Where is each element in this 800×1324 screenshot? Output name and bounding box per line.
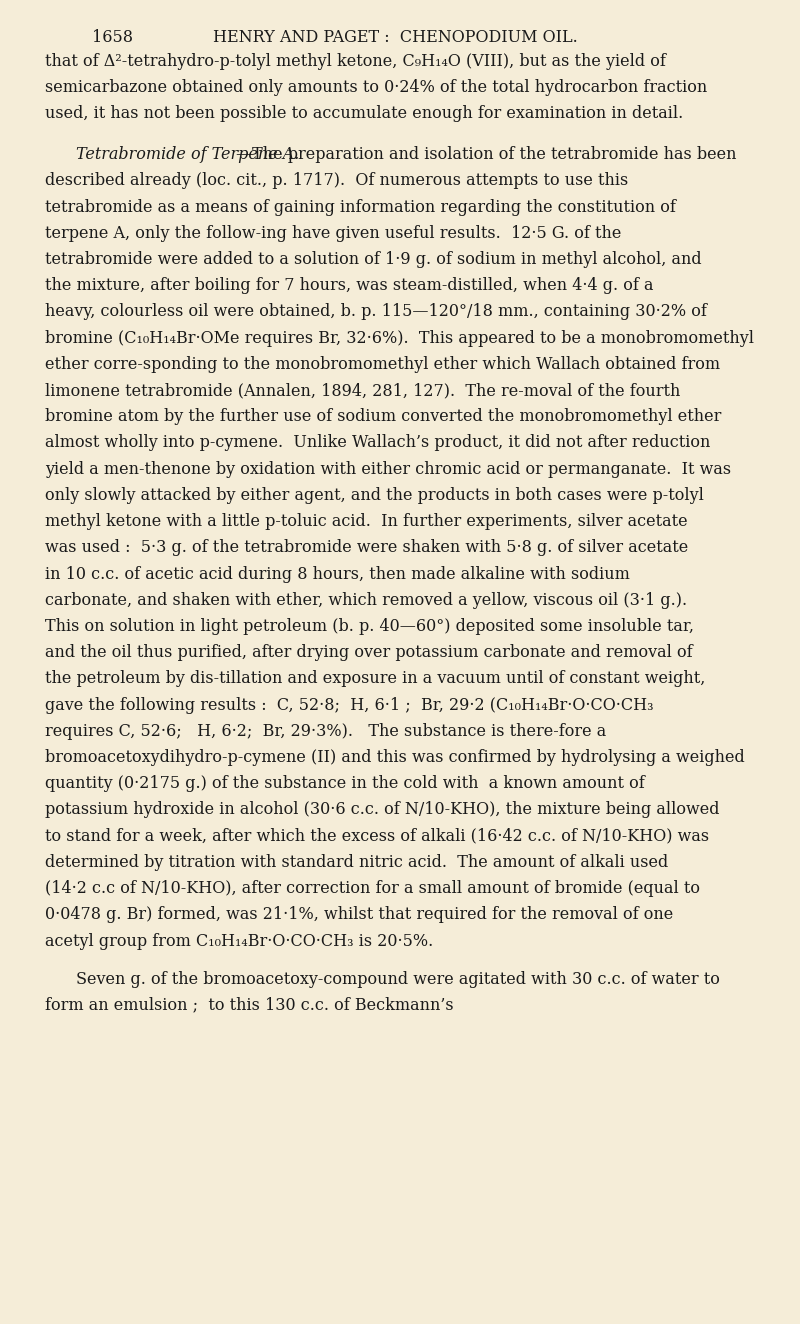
Text: methyl ketone with a little p-toluic acid.  In further experiments, silver aceta: methyl ketone with a little p-toluic aci…	[46, 514, 688, 530]
Text: determined by titration with standard nitric acid.  The amount of alkali used: determined by titration with standard ni…	[46, 854, 669, 871]
Text: This on solution in light petroleum (b. p. 40—60°) deposited some insoluble tar,: This on solution in light petroleum (b. …	[46, 618, 694, 636]
Text: almost wholly into p-cymene.  Unlike Wallach’s product, it did not after reducti: almost wholly into p-cymene. Unlike Wall…	[46, 434, 711, 451]
Text: the mixture, after boiling for 7 hours, was steam-distilled, when 4·4 g. of a: the mixture, after boiling for 7 hours, …	[46, 277, 654, 294]
Text: quantity (0·2175 g.) of the substance in the cold with  a known amount of: quantity (0·2175 g.) of the substance in…	[46, 776, 646, 792]
Text: acetyl group from C₁₀H₁₄Br·O·CO·CH₃ is 20·5%.: acetyl group from C₁₀H₁₄Br·O·CO·CH₃ is 2…	[46, 932, 434, 949]
Text: was used :  5·3 g. of the tetrabromide were shaken with 5·8 g. of silver acetate: was used : 5·3 g. of the tetrabromide we…	[46, 539, 689, 556]
Text: to stand for a week, after which the excess of alkali (16·42 c.c. of N/10-KHO) w: to stand for a week, after which the exc…	[46, 828, 710, 845]
Text: and the oil thus purified, after drying over potassium carbonate and removal of: and the oil thus purified, after drying …	[46, 645, 693, 661]
Text: that of Δ²-tetrahydro-p-tolyl methyl ketone, C₉H₁₄O (VIII), but as the yield of: that of Δ²-tetrahydro-p-tolyl methyl ket…	[46, 53, 666, 70]
Text: (14·2 c.c of N/10-KHO), after correction for a small amount of bromide (equal to: (14·2 c.c of N/10-KHO), after correction…	[46, 880, 701, 898]
Text: potassium hydroxide in alcohol (30·6 c.c. of N/10-KHO), the mixture being allowe: potassium hydroxide in alcohol (30·6 c.c…	[46, 801, 720, 818]
Text: described already (loc. cit., p. 1717).  Of numerous attempts to use this: described already (loc. cit., p. 1717). …	[46, 172, 629, 189]
Text: limonene tetrabromide (Annalen, 1894, 281, 127).  The re­moval of the fourth: limonene tetrabromide (Annalen, 1894, 28…	[46, 383, 681, 399]
Text: in 10 c.c. of acetic acid during 8 hours, then made alkaline with sodium: in 10 c.c. of acetic acid during 8 hours…	[46, 565, 630, 583]
Text: heavy, colourless oil were obtained, b. p. 115—120°/18 mm., containing 30·2% of: heavy, colourless oil were obtained, b. …	[46, 303, 707, 320]
Text: 1658     HENRY AND PAGET :  CHENOPODIUM OIL.: 1658 HENRY AND PAGET : CHENOPODIUM OIL.	[91, 29, 578, 46]
Text: Tetrabromide of Terpene A.: Tetrabromide of Terpene A.	[75, 146, 299, 163]
Text: form an emulsion ;  to this 130 c.c. of Beckmann’s: form an emulsion ; to this 130 c.c. of B…	[46, 997, 454, 1014]
Text: gave the following results :  C, 52·8;  H, 6·1 ;  Br, 29·2 (C₁₀H₁₄Br·O·CO·CH₃: gave the following results : C, 52·8; H,…	[46, 696, 654, 714]
Text: bromine (C₁₀H₁₄Br·OMe requires Br, 32·6%).  This appeared to be a monobromomethy: bromine (C₁₀H₁₄Br·OMe requires Br, 32·6%…	[46, 330, 754, 347]
Text: Seven g. of the bromoacetoxy-compound were agitated with 30 c.c. of water to: Seven g. of the bromoacetoxy-compound we…	[75, 970, 719, 988]
Text: bromoacetoxydihydro-p-cymene (II) and this was confirmed by hydrolysing a weighe: bromoacetoxydihydro-p-cymene (II) and th…	[46, 749, 746, 767]
Text: 0·0478 g. Br) formed, was 21·1%, whilst that required for the removal of one: 0·0478 g. Br) formed, was 21·1%, whilst …	[46, 907, 674, 923]
Text: bromine atom by the further use of sodium converted the monobromomethyl ether: bromine atom by the further use of sodiu…	[46, 408, 722, 425]
Text: terpene A, only the follow­ing have given useful results.  12·5 G. of the: terpene A, only the follow­ing have give…	[46, 225, 622, 242]
Text: only slowly attacked by either agent, and the products in both cases were p-toly: only slowly attacked by either agent, an…	[46, 487, 704, 504]
Text: used, it has not been possible to accumulate enough for examination in detail.: used, it has not been possible to accumu…	[46, 106, 684, 122]
Text: yield a men­thenone by oxidation with either chromic acid or permanganate.  It w: yield a men­thenone by oxidation with ei…	[46, 461, 732, 478]
Text: tetrabromide as a means of gaining information regarding the constitution of: tetrabromide as a means of gaining infor…	[46, 199, 676, 216]
Text: ether corre­sponding to the monobromomethyl ether which Wallach obtained from: ether corre­sponding to the monobromomet…	[46, 356, 721, 373]
Text: the petroleum by dis­tillation and exposure in a vacuum until of constant weight: the petroleum by dis­tillation and expos…	[46, 670, 706, 687]
Text: —The preparation and isolation of the tetrabromide has been: —The preparation and isolation of the te…	[235, 146, 736, 163]
Text: tetrabromide were added to a solution of 1·9 g. of sodium in methyl alcohol, and: tetrabromide were added to a solution of…	[46, 252, 702, 267]
Text: semicarbazone obtained only amounts to 0·24% of the total hydrocarbon fraction: semicarbazone obtained only amounts to 0…	[46, 79, 708, 97]
Text: requires C, 52·6;   H, 6·2;  Br, 29·3%).   The substance is there­fore a: requires C, 52·6; H, 6·2; Br, 29·3%). Th…	[46, 723, 606, 740]
Text: carbonate, and shaken with ether, which removed a yellow, viscous oil (3·1 g.).: carbonate, and shaken with ether, which …	[46, 592, 693, 609]
